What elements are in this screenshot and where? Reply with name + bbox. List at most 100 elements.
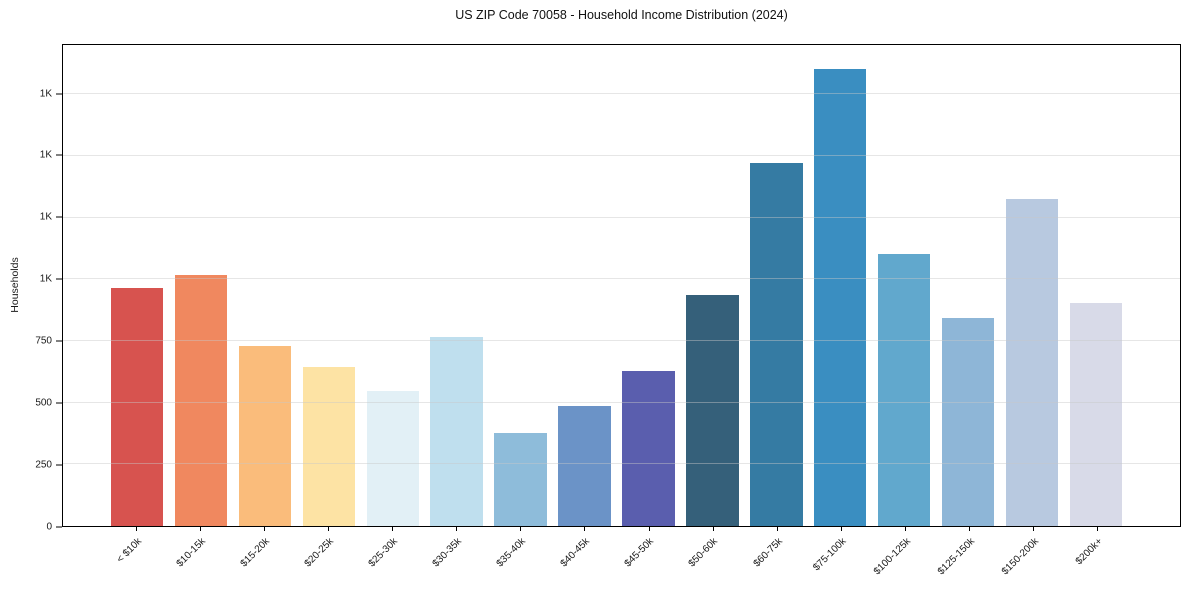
x-tick: $40-45k bbox=[552, 527, 616, 587]
y-tick: 1K bbox=[40, 274, 62, 285]
y-tick-label: 1K bbox=[39, 88, 52, 100]
x-tick-mark bbox=[584, 527, 586, 531]
x-tick-mark bbox=[968, 527, 970, 531]
y-tick: 0 bbox=[46, 522, 62, 533]
x-tick-label: $40-45k bbox=[558, 536, 593, 570]
y-tick-label: 1K bbox=[39, 273, 52, 285]
x-tick-mark bbox=[328, 527, 330, 531]
x-tick: $30-35k bbox=[424, 527, 488, 587]
x-tick-mark bbox=[392, 527, 394, 531]
y-tick-mark bbox=[56, 216, 62, 218]
y-axis: 0 250 500 750 1K 1K 1K 1K bbox=[0, 44, 62, 533]
bar-$35-40k bbox=[494, 432, 547, 526]
x-tick-label: $45-50k bbox=[622, 536, 657, 570]
chart-title: US ZIP Code 70058 - Household Income Dis… bbox=[455, 8, 788, 22]
bar-$200k+ bbox=[1069, 303, 1123, 526]
x-tick-label: $60-75k bbox=[751, 536, 785, 570]
bar-$100-125k bbox=[878, 253, 931, 526]
bar-$125-150k bbox=[941, 318, 995, 526]
bar-$25-30k bbox=[366, 390, 419, 526]
x-tick-mark bbox=[264, 527, 266, 531]
x-tick-mark bbox=[1096, 527, 1098, 531]
x-tick: $150-200k bbox=[999, 527, 1065, 587]
x-tick-label: $15-20k bbox=[238, 536, 272, 570]
x-tick-mark bbox=[200, 527, 202, 531]
bar-slot bbox=[361, 45, 425, 526]
bar-$40-45k bbox=[558, 406, 611, 526]
bar-slot bbox=[105, 45, 169, 526]
x-tick-label: $100-125k bbox=[871, 536, 913, 578]
bar-$10-15k bbox=[174, 275, 228, 526]
bar-slot bbox=[489, 45, 553, 526]
bar-$150-200k bbox=[1005, 198, 1059, 526]
x-tick-label: $30-35k bbox=[430, 536, 465, 570]
bar-series bbox=[63, 45, 1180, 526]
y-tick-label: 1K bbox=[39, 149, 52, 161]
bar-slot bbox=[680, 45, 744, 526]
x-tick-mark bbox=[840, 527, 842, 531]
y-tick-mark bbox=[56, 154, 62, 156]
y-tick: 1K bbox=[40, 88, 62, 99]
x-tick-label: $75-100k bbox=[811, 536, 849, 574]
y-tick-label: 0 bbox=[46, 521, 52, 533]
bar-slot bbox=[936, 45, 1000, 526]
x-tick-mark bbox=[1032, 527, 1034, 531]
bar-$50-60k bbox=[686, 294, 739, 526]
x-tick: $50-60k bbox=[681, 527, 745, 587]
bar-slot bbox=[1000, 45, 1064, 526]
x-tick-mark bbox=[904, 527, 906, 531]
y-tick-mark bbox=[56, 526, 62, 528]
bar-slot bbox=[617, 45, 681, 526]
x-tick: $15-20k bbox=[232, 527, 296, 587]
y-tick-mark bbox=[56, 340, 62, 342]
x-tick: $60-75k bbox=[745, 527, 809, 587]
y-tick: 1K bbox=[40, 150, 62, 161]
y-tick-label: 1K bbox=[39, 211, 52, 223]
bar-$60-75k bbox=[750, 162, 803, 526]
y-tick: 750 bbox=[35, 336, 62, 347]
x-tick-mark bbox=[776, 527, 778, 531]
x-tick: $125-150k bbox=[935, 527, 1001, 587]
x-tick: $10-15k bbox=[168, 527, 232, 587]
bar-slot bbox=[233, 45, 297, 526]
x-tick-label: $200k+ bbox=[1073, 536, 1105, 568]
x-tick-mark bbox=[648, 527, 650, 531]
x-axis: < $10k $10-15k $15-20k $20-25k $25-30k $30-35… bbox=[62, 527, 1181, 587]
bar-$20-25k bbox=[302, 366, 355, 526]
x-tick-mark bbox=[712, 527, 714, 531]
x-tick-label: $35-40k bbox=[494, 536, 529, 570]
bar-$15-20k bbox=[238, 345, 292, 526]
x-tick-label: $25-30k bbox=[366, 536, 401, 570]
y-tick: 1K bbox=[40, 212, 62, 223]
x-tick-label: $150-200k bbox=[999, 536, 1041, 578]
x-tick: $25-30k bbox=[360, 527, 424, 587]
bar-slot bbox=[297, 45, 361, 526]
x-tick: $20-25k bbox=[296, 527, 360, 587]
x-tick-label: $10-15k bbox=[174, 536, 208, 570]
y-tick-mark bbox=[56, 402, 62, 404]
y-tick-label: 500 bbox=[35, 397, 52, 409]
x-tick: $200k+ bbox=[1065, 527, 1129, 587]
x-tick: $35-40k bbox=[488, 527, 552, 587]
y-tick-label: 750 bbox=[35, 335, 52, 347]
x-tick-label: $50-60k bbox=[687, 536, 721, 570]
y-tick: 500 bbox=[35, 398, 62, 409]
bar-slot bbox=[425, 45, 489, 526]
bar-slot bbox=[808, 45, 872, 526]
x-tick: $75-100k bbox=[809, 527, 873, 587]
bar-$75-100k bbox=[814, 68, 867, 526]
y-tick-mark bbox=[56, 278, 62, 280]
plot-area bbox=[62, 44, 1181, 527]
x-tick: < $10k bbox=[104, 527, 168, 587]
y-tick-mark bbox=[56, 464, 62, 466]
x-tick-mark bbox=[456, 527, 458, 531]
x-tick-label: $20-25k bbox=[302, 536, 336, 570]
bar-< $10k bbox=[110, 287, 164, 526]
x-tick-label: < $10k bbox=[114, 536, 144, 566]
y-tick-mark bbox=[56, 93, 62, 95]
bar-slot bbox=[1064, 45, 1128, 526]
bar-$45-50k bbox=[622, 371, 675, 526]
bar-slot bbox=[872, 45, 936, 526]
x-tick-label: $125-150k bbox=[935, 536, 977, 578]
